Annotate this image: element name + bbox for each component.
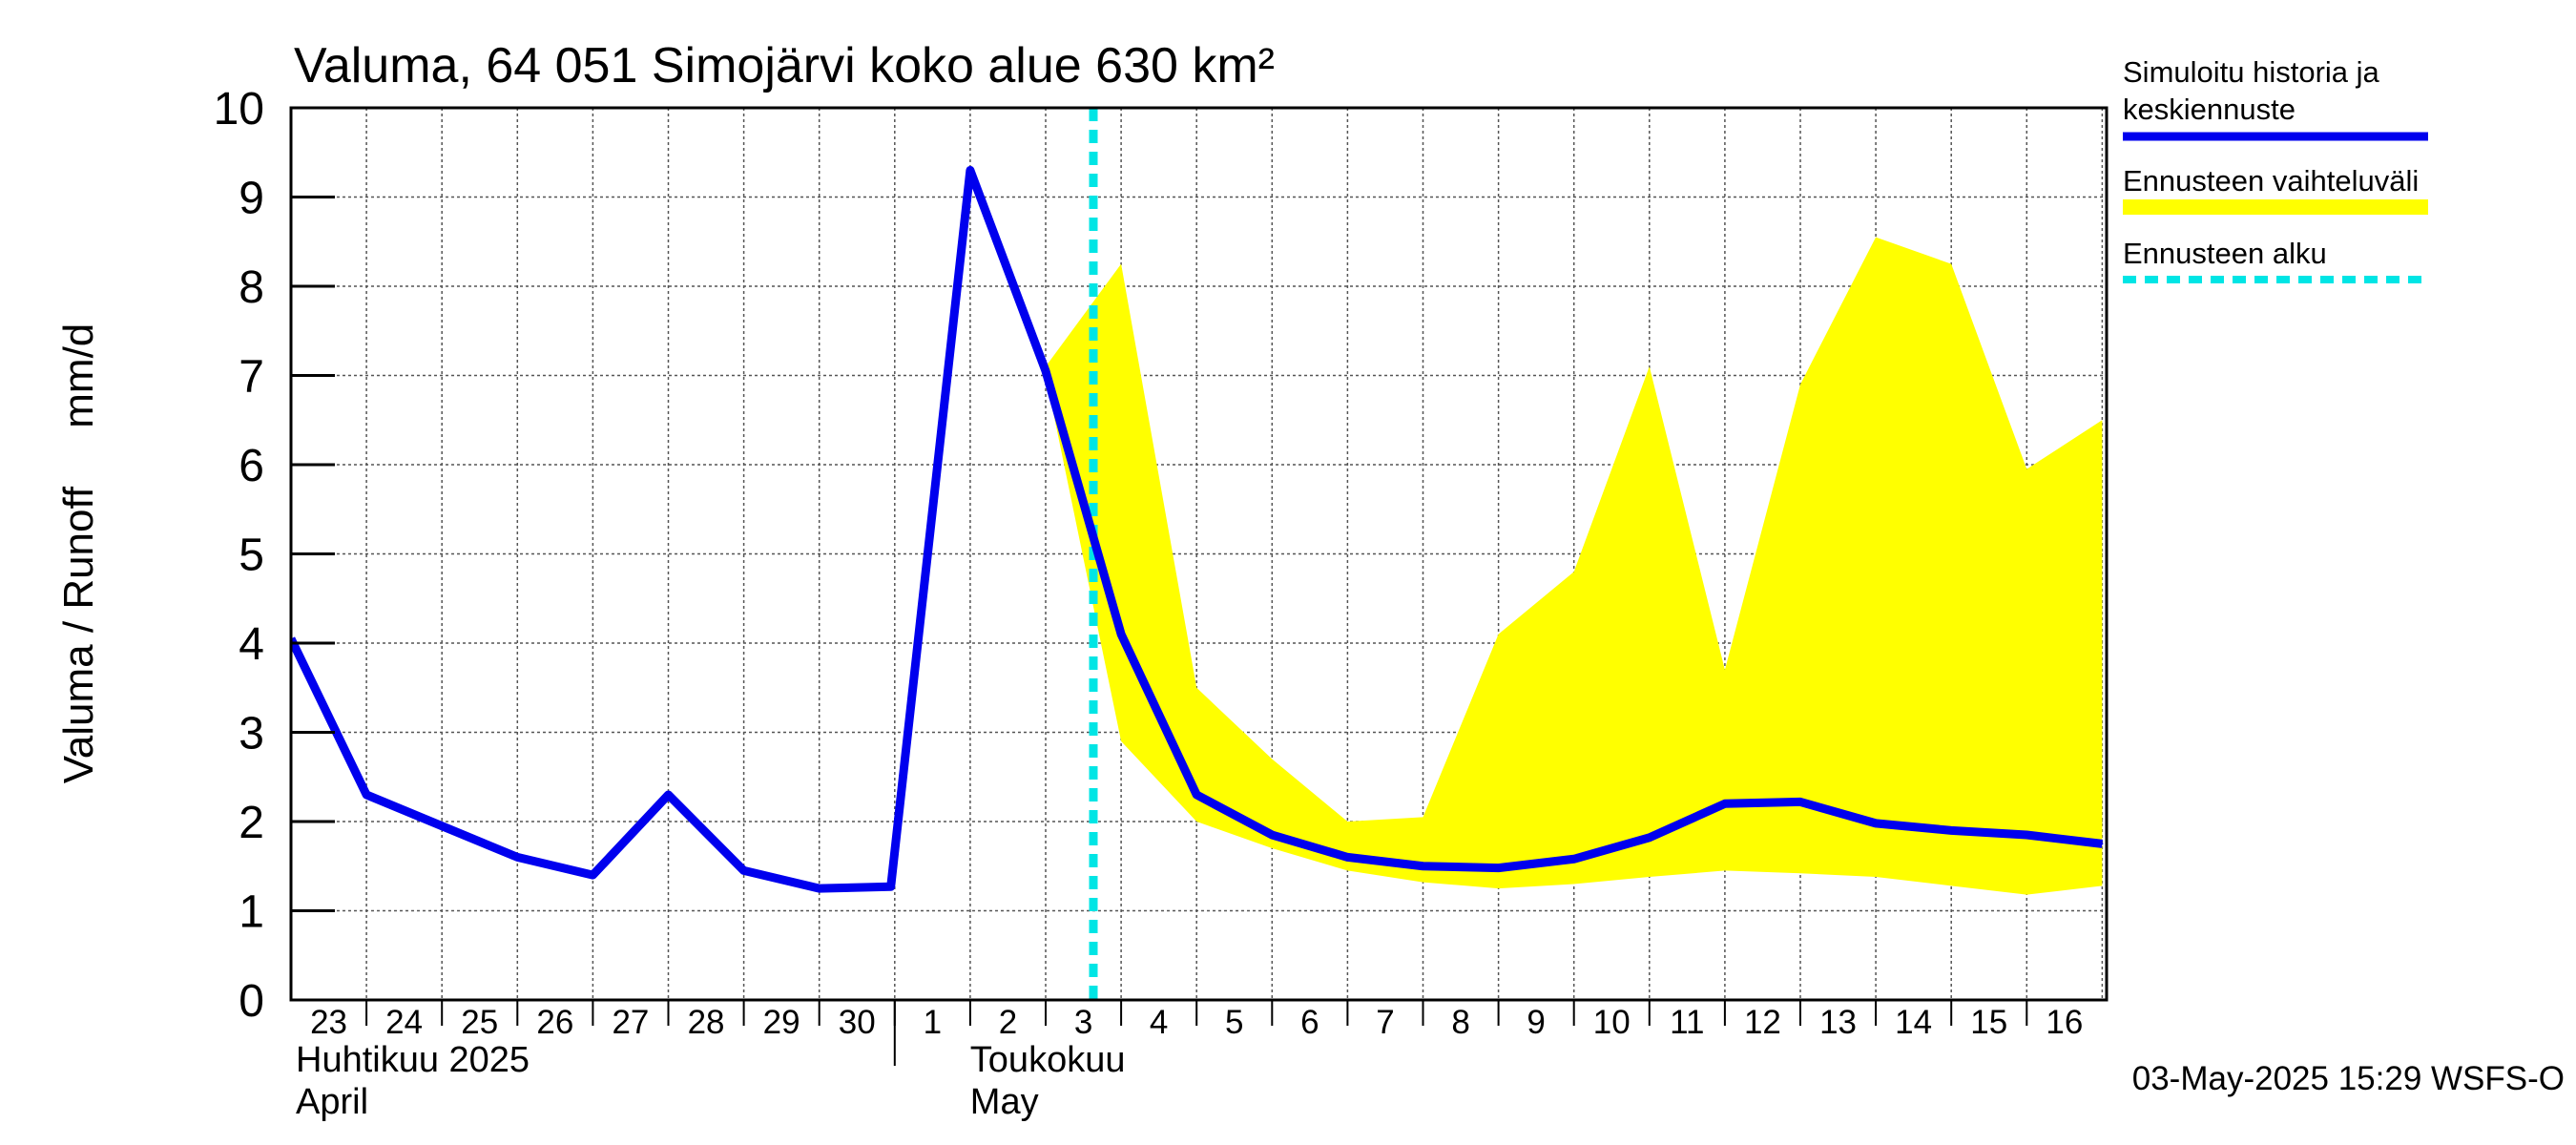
legend: Simuloitu historia ja keskiennuste Ennuste… (2123, 55, 2428, 283)
month-label-en: May (970, 1082, 1039, 1122)
series-point (1723, 802, 1726, 805)
series-point (1120, 633, 1123, 635)
x-tick-label: 29 (763, 1004, 800, 1041)
series-point (818, 887, 821, 890)
y-tick-label: 8 (239, 262, 264, 313)
y-tick-label: 5 (239, 531, 264, 581)
series-point (968, 169, 971, 172)
series-point (667, 793, 670, 796)
series-point (1648, 836, 1651, 839)
series-point (516, 856, 519, 859)
legend-label: Ennusteen alku (2123, 237, 2327, 270)
x-tick-label: 28 (688, 1004, 725, 1041)
x-tick-label: 11 (1670, 1004, 1704, 1041)
x-tick-label: 5 (1225, 1004, 1243, 1041)
series-point (1572, 858, 1575, 861)
y-tick-label: 6 (239, 441, 264, 491)
series-point (441, 824, 444, 827)
x-tick-label: 4 (1150, 1004, 1168, 1041)
x-tick-label: 1 (924, 1004, 942, 1041)
x-tick-label: 30 (839, 1004, 876, 1041)
legend-label: keskiennuste (2123, 93, 2296, 126)
plot-area (290, 108, 2107, 1000)
legend-label: Simuloitu historia ja (2123, 55, 2380, 89)
y-tick-label: 2 (239, 798, 264, 848)
series-point (742, 869, 745, 872)
month-label-fi: Huhtikuu 2025 (296, 1040, 530, 1080)
month-label-en: April (296, 1082, 368, 1122)
x-tick-label: 12 (1744, 1004, 1781, 1041)
series-point (1346, 856, 1349, 859)
x-tick-label: 7 (1376, 1004, 1394, 1041)
series-point (1422, 864, 1424, 867)
forecast-range-band (1046, 237, 2103, 895)
y-tick-label: 10 (214, 84, 264, 135)
footer-timestamp: 03-May-2025 15:29 WSFS-O (2132, 1060, 2565, 1097)
x-tick-label: 13 (1819, 1004, 1857, 1041)
x-tick-label: 6 (1300, 1004, 1319, 1041)
series-point (365, 793, 368, 796)
series-point (1045, 369, 1047, 372)
series-point (1799, 801, 1801, 803)
y-tick-label: 0 (239, 976, 264, 1027)
x-tick-label: 27 (612, 1004, 649, 1041)
x-tick-label: 24 (385, 1004, 423, 1041)
y-axis-label: Valuma / Runoff mm/d (55, 323, 102, 784)
legend-label: Ennusteen vaihteluväli (2123, 164, 2419, 198)
series-point (2025, 834, 2028, 837)
series-point (2101, 843, 2104, 845)
y-tick-label: 4 (239, 619, 264, 670)
x-tick-label: 25 (461, 1004, 498, 1041)
y-tick-label: 1 (239, 887, 264, 938)
series-point (1497, 866, 1500, 869)
series-point (1875, 822, 1878, 824)
series-point (592, 874, 594, 877)
x-tick-label: 10 (1593, 1004, 1631, 1041)
x-tick-label: 26 (536, 1004, 573, 1041)
series-point (1950, 829, 1953, 832)
y-tick-label: 3 (239, 709, 264, 760)
month-label-fi: Toukokuu (970, 1040, 1126, 1080)
x-tick-label: 15 (1970, 1004, 2007, 1041)
chart-title: Valuma, 64 051 Simojärvi koko alue 630 k… (294, 38, 1275, 94)
x-tick-label: 8 (1451, 1004, 1469, 1041)
series-point (1195, 793, 1198, 796)
x-tick-label: 23 (310, 1004, 347, 1041)
x-tick-label: 9 (1527, 1004, 1545, 1041)
x-tick-label: 14 (1895, 1004, 1932, 1041)
x-tick-label: 16 (2046, 1004, 2083, 1041)
y-tick-label: 7 (239, 352, 264, 403)
y-tick-label: 9 (239, 174, 264, 224)
series-point (889, 885, 892, 888)
x-tick-label: 3 (1074, 1004, 1092, 1041)
x-tick-label: 2 (999, 1004, 1017, 1041)
series-point (1271, 834, 1274, 837)
